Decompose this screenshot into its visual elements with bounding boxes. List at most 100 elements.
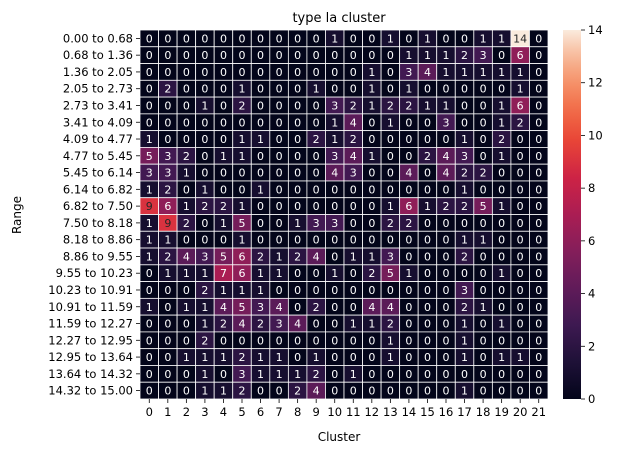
- cell-value-label: 6: [517, 49, 524, 62]
- x-tick-label: 19: [494, 405, 509, 419]
- cell-value-label: 0: [276, 133, 283, 146]
- cell-value-label: 1: [517, 66, 524, 79]
- cell-value-label: 0: [201, 49, 208, 62]
- cell-value-label: 0: [164, 368, 171, 381]
- cell-value-label: 0: [201, 167, 208, 180]
- cell-value-label: 5: [480, 200, 487, 213]
- cell-value-label: 0: [517, 368, 524, 381]
- cell-value-label: 0: [183, 116, 190, 129]
- cell-value-label: 0: [331, 351, 338, 364]
- cell-value-label: 0: [257, 334, 264, 347]
- cell-value-label: 1: [368, 83, 375, 96]
- cell-value-label: 2: [313, 301, 320, 314]
- cell-value-label: 2: [257, 318, 264, 331]
- cell-value-label: 4: [443, 167, 450, 180]
- y-tick-label: 10.91 to 11.59: [48, 300, 133, 314]
- cell-value-label: 0: [535, 217, 542, 230]
- cell-value-label: 3: [164, 167, 171, 180]
- cell-value-label: 0: [276, 32, 283, 45]
- cell-value-label: 0: [461, 368, 468, 381]
- cell-value-label: 0: [164, 351, 171, 364]
- cell-value-label: 3: [331, 99, 338, 112]
- cell-value-label: 0: [220, 183, 227, 196]
- cell-value-label: 0: [424, 133, 431, 146]
- cell-value-label: 4: [313, 250, 320, 263]
- colorbar-tick-label: 10: [588, 128, 603, 142]
- cell-value-label: 1: [257, 368, 264, 381]
- cell-value-label: 2: [164, 183, 171, 196]
- x-tick-label: 17: [457, 405, 472, 419]
- cell-value-label: 0: [201, 217, 208, 230]
- x-tick-label: 11: [346, 405, 361, 419]
- cell-value-label: 1: [201, 99, 208, 112]
- cell-value-label: 0: [424, 334, 431, 347]
- colorbar-tick-label: 8: [588, 181, 595, 195]
- cell-value-label: 0: [405, 150, 412, 163]
- cell-value-label: 0: [294, 351, 301, 364]
- cell-value-label: 2: [183, 217, 190, 230]
- cell-value-label: 0: [405, 368, 412, 381]
- cell-value-label: 0: [331, 385, 338, 398]
- cell-value-label: 0: [313, 267, 320, 280]
- cell-value-label: 0: [517, 183, 524, 196]
- cell-value-label: 0: [517, 133, 524, 146]
- cell-value-label: 0: [535, 301, 542, 314]
- cell-value-label: 1: [257, 351, 264, 364]
- cell-value-label: 1: [183, 167, 190, 180]
- cell-value-label: 1: [368, 99, 375, 112]
- cell-value-label: 1: [201, 301, 208, 314]
- cell-value-label: 4: [313, 385, 320, 398]
- cell-value-label: 0: [405, 351, 412, 364]
- cell-value-label: 1: [239, 200, 246, 213]
- cell-value-label: 0: [424, 318, 431, 331]
- cell-value-label: 3: [146, 167, 153, 180]
- cell-value-label: 0: [220, 66, 227, 79]
- cell-value-label: 0: [368, 167, 375, 180]
- cell-value-label: 3: [257, 301, 264, 314]
- cell-value-label: 4: [350, 150, 357, 163]
- cell-value-label: 0: [498, 167, 505, 180]
- cell-value-label: 9: [146, 200, 153, 213]
- cell-value-label: 2: [294, 250, 301, 263]
- cell-value-label: 0: [164, 318, 171, 331]
- cell-value-label: 5: [239, 301, 246, 314]
- cell-value-label: 1: [350, 318, 357, 331]
- cell-value-label: 0: [535, 66, 542, 79]
- x-tick-label: 14: [402, 405, 417, 419]
- cell-value-label: 0: [405, 334, 412, 347]
- cell-value-label: 1: [220, 385, 227, 398]
- cell-value-label: 1: [183, 200, 190, 213]
- cell-value-label: 0: [387, 234, 394, 247]
- cell-value-label: 1: [201, 385, 208, 398]
- cell-value-label: 1: [405, 49, 412, 62]
- cell-value-label: 0: [257, 116, 264, 129]
- cell-value-label: 2: [313, 368, 320, 381]
- x-tick-label: 7: [275, 405, 282, 419]
- cell-value-label: 3: [387, 250, 394, 263]
- cell-value-label: 0: [183, 334, 190, 347]
- cell-value-label: 0: [461, 32, 468, 45]
- cell-value-label: 0: [517, 167, 524, 180]
- cell-value-label: 0: [220, 368, 227, 381]
- cell-value-label: 2: [239, 351, 246, 364]
- cell-value-label: 0: [424, 217, 431, 230]
- cell-value-label: 0: [405, 32, 412, 45]
- cell-value-label: 1: [480, 301, 487, 314]
- cell-value-label: 0: [164, 385, 171, 398]
- cell-value-label: 2: [220, 318, 227, 331]
- cell-value-label: 0: [424, 83, 431, 96]
- cell-value-label: 1: [461, 334, 468, 347]
- cell-value-label: 0: [257, 217, 264, 230]
- cell-value-label: 0: [220, 49, 227, 62]
- cell-value-label: 1: [146, 217, 153, 230]
- cell-value-label: 0: [517, 301, 524, 314]
- x-tick-label: 21: [531, 405, 546, 419]
- cell-value-label: 0: [164, 116, 171, 129]
- y-axis-label: Range: [10, 196, 24, 234]
- cell-value-label: 0: [201, 116, 208, 129]
- cell-value-label: 1: [220, 351, 227, 364]
- cell-value-label: 0: [350, 385, 357, 398]
- cell-value-label: 0: [405, 385, 412, 398]
- colorbar-tick-label: 12: [588, 76, 603, 90]
- cell-value-label: 1: [313, 351, 320, 364]
